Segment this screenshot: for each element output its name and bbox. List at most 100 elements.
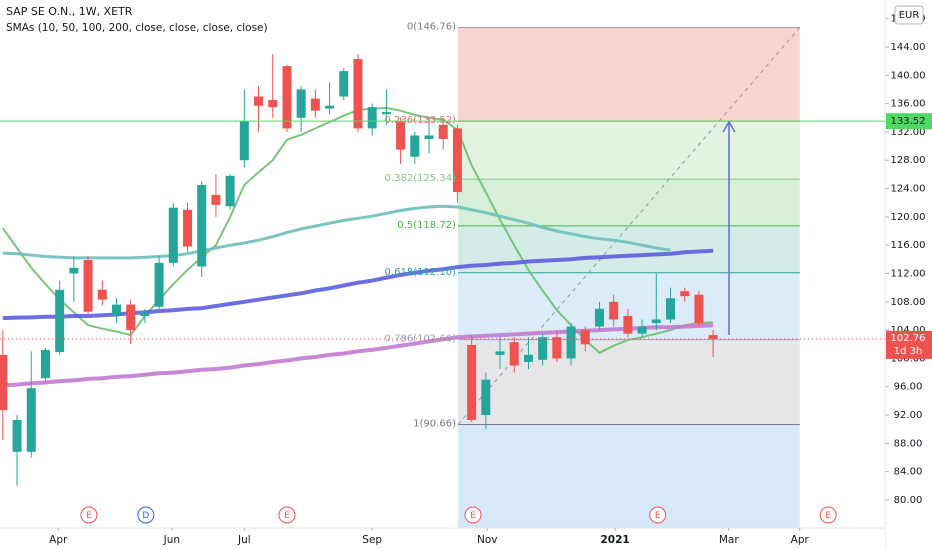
last-price-label: 102.76 bbox=[891, 333, 926, 344]
candle-body bbox=[225, 175, 235, 207]
candle-body bbox=[140, 312, 150, 316]
plot-area: 0(146.76)0.236(133.52)0.382(125.34)0.5(1… bbox=[0, 21, 885, 528]
candle-body bbox=[126, 304, 136, 331]
candle-body bbox=[154, 262, 164, 307]
countdown-label: 1d 3h bbox=[894, 346, 923, 357]
candle-body bbox=[97, 289, 107, 300]
candle-body bbox=[708, 335, 718, 339]
fib-label: 0.382(125.34) bbox=[385, 173, 457, 184]
candle-body bbox=[694, 294, 704, 324]
candle-body bbox=[211, 194, 221, 205]
moving-average bbox=[2, 204, 671, 260]
event-marker bbox=[649, 506, 667, 524]
candle-body bbox=[665, 298, 675, 320]
event-marker bbox=[278, 506, 296, 524]
y-tick-label: 124.00 bbox=[891, 184, 926, 195]
measure-arrow-head bbox=[722, 120, 736, 133]
y-tick-label: 92.00 bbox=[894, 410, 923, 421]
y-tick-label: 88.00 bbox=[894, 438, 923, 449]
candle-body bbox=[83, 260, 93, 312]
last-price-tag bbox=[886, 330, 932, 359]
y-tick-label: 80.00 bbox=[894, 495, 923, 506]
time-axis-bg bbox=[0, 528, 885, 550]
y-tick-label: 108.00 bbox=[891, 297, 926, 308]
candle-body bbox=[481, 379, 491, 416]
candle-body bbox=[381, 112, 391, 115]
moving-average bbox=[2, 323, 714, 388]
hline-price-label: 133.52 bbox=[891, 116, 926, 127]
candle-body bbox=[452, 128, 462, 193]
candle-body bbox=[268, 100, 278, 108]
candle-body bbox=[111, 304, 121, 316]
candle-body bbox=[623, 315, 633, 334]
y-tick-label: 96.00 bbox=[894, 382, 923, 393]
candle-body bbox=[552, 337, 562, 359]
event-marker bbox=[464, 506, 482, 524]
event-label: D bbox=[142, 511, 149, 521]
legend: SAP SE O.N., 1W, XETR SMAs (10, 50, 100,… bbox=[6, 5, 268, 34]
fib-label: 0(146.76) bbox=[407, 21, 456, 32]
event-label: E bbox=[86, 511, 92, 521]
candle-body bbox=[594, 308, 604, 327]
fib-zone bbox=[457, 121, 800, 180]
candle-body bbox=[538, 337, 548, 360]
y-tick-label: 132.00 bbox=[891, 127, 926, 138]
x-tick-label: Apr bbox=[49, 534, 68, 546]
x-tick-label: Nov bbox=[477, 534, 498, 546]
indicator-label: SMAs (10, 50, 100, 200, close, close, cl… bbox=[6, 22, 268, 34]
candle-body bbox=[254, 96, 264, 106]
candle-body bbox=[495, 351, 505, 355]
event-label: E bbox=[655, 511, 661, 521]
candle-body bbox=[467, 344, 477, 420]
candle-body bbox=[197, 185, 207, 267]
candle-body bbox=[580, 330, 590, 345]
y-tick-label: 84.00 bbox=[894, 467, 923, 478]
candle-body bbox=[438, 124, 448, 140]
candle-body bbox=[55, 289, 65, 353]
currency-label: EUR bbox=[899, 10, 920, 21]
candle-body bbox=[168, 207, 178, 263]
y-tick-label: 104.00 bbox=[891, 325, 926, 336]
candle-body bbox=[339, 71, 349, 97]
candle-body bbox=[26, 388, 36, 452]
candle-body bbox=[12, 419, 22, 452]
fib-zone bbox=[457, 225, 800, 273]
y-tick-label: 100.00 bbox=[891, 353, 926, 364]
candle-body bbox=[651, 319, 661, 324]
fib-zone bbox=[457, 27, 800, 122]
candle-body bbox=[680, 291, 690, 297]
moving-average bbox=[2, 248, 714, 321]
candle-body bbox=[367, 107, 377, 129]
y-tick-label: 144.00 bbox=[891, 42, 926, 53]
candle-body bbox=[325, 105, 335, 109]
chart-title: SAP SE O.N., 1W, XETR bbox=[6, 5, 133, 18]
fib-label: 1(90.66) bbox=[413, 419, 456, 430]
y-tick-label: 136.00 bbox=[891, 99, 926, 110]
fib-label: 0.618(112.10) bbox=[385, 267, 457, 278]
fib-zone bbox=[457, 179, 800, 226]
x-tick-label: Apr bbox=[791, 534, 810, 546]
candle-body bbox=[509, 342, 519, 366]
candle-body bbox=[424, 135, 434, 140]
event-marker bbox=[137, 506, 155, 524]
y-tick-label: 120.00 bbox=[891, 212, 926, 223]
candle-body bbox=[566, 326, 576, 359]
y-tick-label: 116.00 bbox=[891, 240, 926, 251]
fib-zone bbox=[457, 339, 800, 425]
hline-price-tag bbox=[886, 113, 932, 130]
event-label: E bbox=[284, 511, 290, 521]
candle-body bbox=[609, 301, 619, 320]
x-tick-label: Mar bbox=[719, 534, 739, 546]
currency-box bbox=[894, 5, 924, 25]
candle-body bbox=[523, 354, 533, 362]
x-tick-label: 2021 bbox=[600, 534, 629, 546]
candle-body bbox=[396, 121, 406, 150]
candle-body bbox=[239, 121, 249, 161]
price-axis-bg bbox=[885, 0, 932, 550]
candle-body bbox=[183, 209, 193, 247]
x-tick-label: Jun bbox=[163, 534, 180, 546]
x-tick-label: Sep bbox=[362, 534, 382, 546]
